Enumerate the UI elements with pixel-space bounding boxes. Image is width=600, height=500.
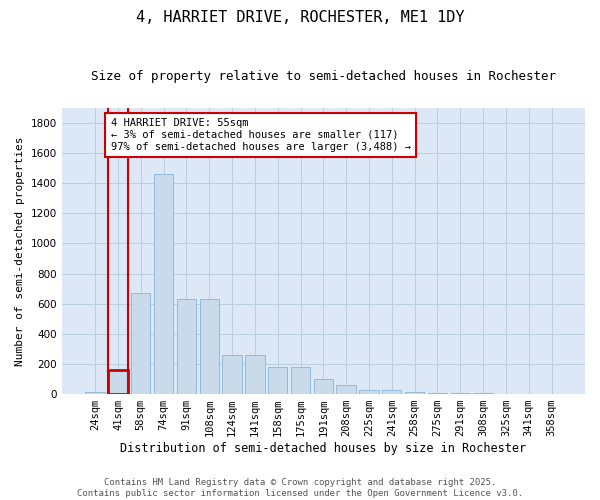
- Bar: [337, 385, 356, 394]
- Bar: [131, 293, 151, 394]
- Text: 4 HARRIET DRIVE: 55sqm
← 3% of semi-detached houses are smaller (117)
97% of sem: 4 HARRIET DRIVE: 55sqm ← 3% of semi-deta…: [110, 118, 410, 152]
- Bar: [314, 379, 333, 394]
- Bar: [405, 392, 424, 394]
- Bar: [108, 370, 128, 394]
- Title: Size of property relative to semi-detached houses in Rochester: Size of property relative to semi-detach…: [91, 70, 556, 83]
- Bar: [382, 390, 401, 394]
- Bar: [451, 392, 470, 394]
- Bar: [177, 299, 196, 394]
- Text: 4, HARRIET DRIVE, ROCHESTER, ME1 1DY: 4, HARRIET DRIVE, ROCHESTER, ME1 1DY: [136, 10, 464, 25]
- Y-axis label: Number of semi-detached properties: Number of semi-detached properties: [15, 136, 25, 366]
- Bar: [291, 367, 310, 394]
- Bar: [154, 174, 173, 394]
- Bar: [85, 392, 105, 394]
- X-axis label: Distribution of semi-detached houses by size in Rochester: Distribution of semi-detached houses by …: [120, 442, 526, 455]
- Bar: [223, 355, 242, 394]
- Bar: [245, 355, 265, 394]
- Bar: [428, 392, 447, 394]
- Bar: [359, 390, 379, 394]
- Bar: [268, 367, 287, 394]
- Bar: [200, 299, 219, 394]
- Text: Contains HM Land Registry data © Crown copyright and database right 2025.
Contai: Contains HM Land Registry data © Crown c…: [77, 478, 523, 498]
